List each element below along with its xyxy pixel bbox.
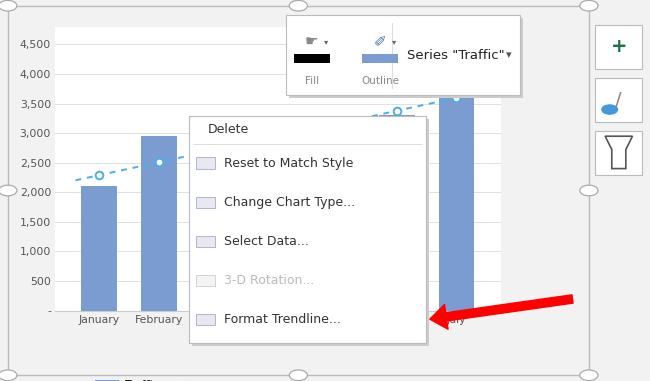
Text: Delete: Delete (208, 123, 249, 136)
Text: Select Data...: Select Data... (224, 235, 309, 248)
Text: Fill: Fill (305, 76, 319, 86)
Text: ▾: ▾ (324, 37, 328, 46)
Text: +: + (610, 37, 627, 56)
Text: 3-D Rotation...: 3-D Rotation... (224, 274, 315, 287)
Bar (320, 118, 356, 311)
Text: ▾: ▾ (393, 37, 396, 46)
Text: ☛: ☛ (306, 34, 318, 49)
Legend: Traffic, Linear (Traffic): Traffic, Linear (Traffic) (95, 380, 283, 381)
Text: Format Trendline...: Format Trendline... (224, 313, 341, 326)
Text: Change Chart Type...: Change Chart Type... (224, 196, 356, 209)
Text: Series "Traffic": Series "Traffic" (408, 49, 505, 62)
Text: ▾: ▾ (506, 50, 511, 60)
Bar (439, 94, 474, 311)
Bar (260, 142, 296, 311)
Text: Reset to Match Style: Reset to Match Style (224, 157, 354, 170)
Text: /: / (616, 91, 622, 109)
Bar (379, 115, 415, 311)
Text: ✐: ✐ (374, 34, 387, 49)
Bar (200, 163, 236, 311)
Text: Outline: Outline (361, 76, 399, 86)
Bar (81, 186, 117, 311)
Bar (141, 136, 177, 311)
